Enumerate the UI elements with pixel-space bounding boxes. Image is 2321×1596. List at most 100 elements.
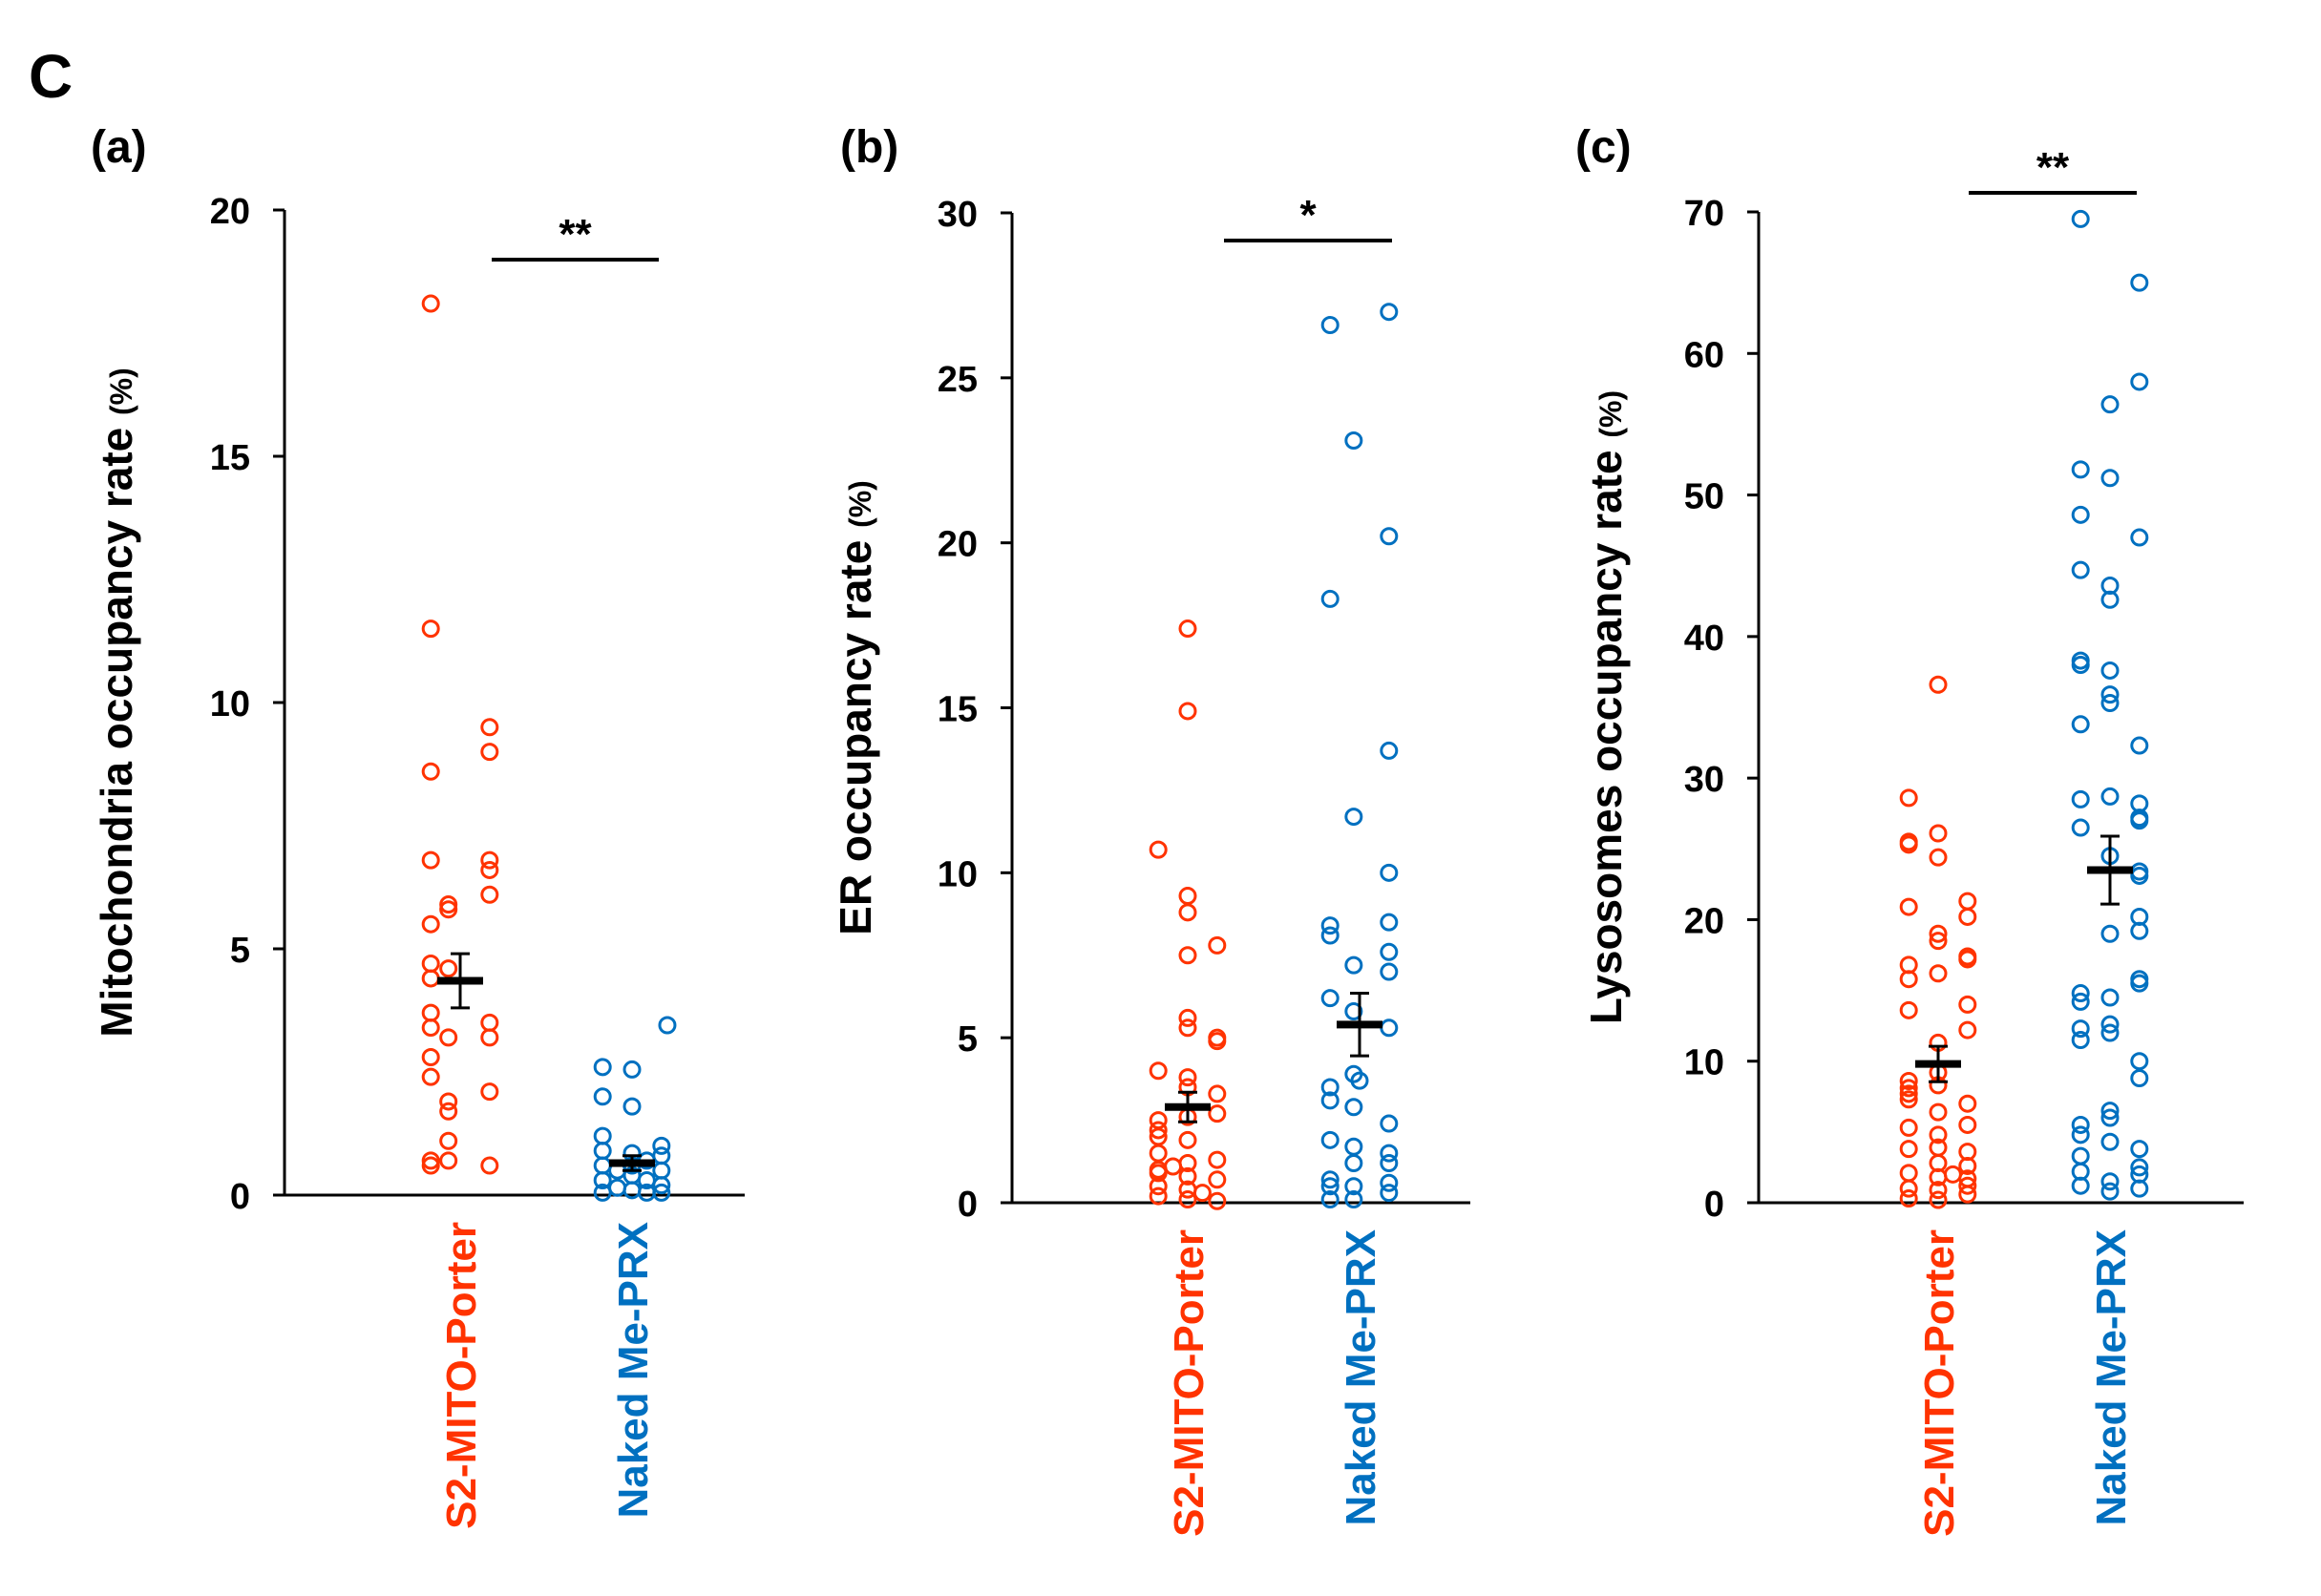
y-tick-label: 5 [230, 931, 250, 971]
data-point [1380, 527, 1399, 546]
data-point [480, 1156, 499, 1175]
series-group2 [593, 1016, 677, 1202]
data-point [1380, 1114, 1399, 1133]
data-point [2071, 818, 2090, 837]
data-point [1208, 1032, 1227, 1051]
data-point [1380, 863, 1399, 882]
data-point [1958, 1185, 1977, 1204]
data-point [1899, 1164, 1918, 1183]
data-point [1178, 1068, 1197, 1087]
data-point [1958, 1156, 1977, 1175]
data-point [637, 1171, 656, 1190]
data-point [1320, 1190, 1340, 1209]
data-point [2130, 866, 2149, 885]
y-tick-label: 5 [958, 1019, 978, 1060]
data-point [1958, 995, 1977, 1014]
data-point [1958, 950, 1977, 969]
data-point [421, 762, 440, 781]
y-tick-label: 0 [230, 1177, 250, 1217]
y-tick-label: 20 [1684, 901, 1724, 941]
chart-panel-b: (b) 0 5 10 15 20 25 30 ER occupancy rate (%) * S2-… [831, 122, 1470, 1537]
data-point [1943, 1165, 1962, 1184]
data-point [622, 1097, 642, 1116]
data-point [1149, 1160, 1168, 1179]
data-point [2130, 1179, 2149, 1198]
data-point [1344, 956, 1363, 975]
data-point [2071, 789, 2090, 808]
data-point [1208, 1150, 1227, 1169]
x-category-label: S2-MITO-Porter [438, 1222, 485, 1529]
data-point [1178, 620, 1197, 639]
data-point [2130, 528, 2149, 547]
data-point [1380, 741, 1399, 760]
data-point [1899, 835, 1918, 854]
data-point [1164, 1157, 1183, 1176]
data-point [1320, 1170, 1340, 1189]
y-axis-label: Mitochondria occupancy rate (%) [92, 368, 141, 1038]
data-point [1178, 887, 1197, 906]
data-point [421, 914, 440, 934]
data-point [2130, 974, 2149, 993]
data-point [480, 718, 499, 737]
data-point [593, 1126, 612, 1145]
data-point [1929, 964, 1948, 983]
data-point [2071, 560, 2090, 579]
data-point [1320, 989, 1340, 1008]
x-category-label: Naked Me-PRX [1338, 1229, 1384, 1526]
data-point [439, 1028, 458, 1047]
data-point [1380, 1184, 1399, 1203]
y-tick-label: 15 [210, 438, 250, 478]
data-point [1320, 1177, 1340, 1196]
data-point [1178, 702, 1197, 721]
data-point [2130, 372, 2149, 391]
data-point [2071, 505, 2090, 524]
y-axis-label: ER occupancy rate (%) [831, 480, 880, 935]
data-point [1380, 1018, 1399, 1038]
data-point [1178, 1018, 1197, 1038]
data-point [1320, 316, 1340, 335]
data-point [421, 620, 440, 639]
data-point [480, 743, 499, 762]
data-point [439, 1151, 458, 1170]
y-tick-label: 10 [210, 684, 250, 724]
data-point [2100, 685, 2120, 704]
data-point [421, 969, 440, 988]
data-point [1320, 926, 1340, 945]
data-point [439, 1102, 458, 1121]
y-tick-label: 25 [938, 360, 978, 400]
data-point [421, 294, 440, 313]
data-point [1149, 840, 1168, 859]
y-axis-label-unit: (%) [1593, 390, 1628, 438]
y-axis-label-unit: (%) [843, 480, 877, 528]
data-point [2100, 1102, 2120, 1121]
data-point [421, 954, 440, 973]
data-point [1208, 1084, 1227, 1103]
data-point [1380, 1173, 1399, 1192]
y-axis-label-main: Lysosomes occupancy rate [1581, 438, 1631, 1024]
data-point [1899, 1179, 1918, 1198]
data-point [658, 1016, 677, 1035]
data-point [652, 1146, 671, 1166]
y-tick-label: 40 [1684, 619, 1724, 659]
y-tick-label: 15 [938, 690, 978, 730]
y-tick-label: 0 [958, 1185, 978, 1225]
data-point [1929, 1125, 1948, 1144]
data-point [2130, 736, 2149, 755]
x-category-label: S2-MITO-Porter [1166, 1229, 1213, 1537]
data-point [439, 1092, 458, 1111]
data-point [2100, 1108, 2120, 1127]
data-point [2100, 694, 2120, 713]
data-point [1344, 808, 1363, 827]
data-point [1958, 1094, 1977, 1113]
data-point [593, 1156, 612, 1175]
data-point [1899, 1090, 1918, 1109]
data-point [1178, 1166, 1197, 1186]
data-point [1149, 1121, 1168, 1140]
panels-container: (a) 0 5 10 15 20 Mitochondria occupancy rate (… [91, 122, 2244, 1537]
data-point [421, 1156, 440, 1175]
data-point [439, 1131, 458, 1150]
data-point [1178, 946, 1197, 965]
data-point [1899, 1071, 1918, 1090]
y-tick-label: 20 [938, 525, 978, 565]
data-point [2100, 590, 2120, 609]
